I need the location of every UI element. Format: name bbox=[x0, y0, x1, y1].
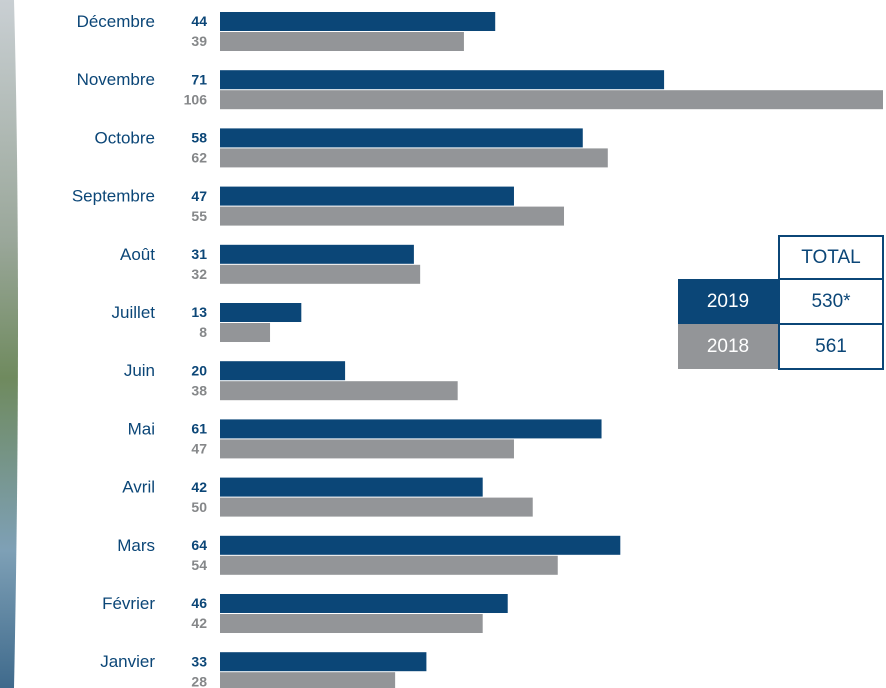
value-label: 8 bbox=[199, 324, 207, 340]
bar bbox=[220, 652, 427, 672]
bar bbox=[220, 439, 514, 459]
totals-table: TOTAL bbox=[778, 235, 884, 280]
table-total-cell bbox=[778, 278, 884, 325]
value-label: 13 bbox=[191, 304, 207, 320]
value-label: 46 bbox=[191, 595, 207, 611]
category-label: Septembre bbox=[72, 187, 155, 206]
category-label: Janvier bbox=[100, 652, 155, 671]
bar bbox=[220, 206, 565, 226]
legend-label: 2019 bbox=[707, 291, 749, 312]
value-label: 33 bbox=[191, 653, 207, 669]
bar bbox=[220, 264, 421, 284]
bar bbox=[220, 303, 302, 322]
category-label: Mars bbox=[117, 536, 155, 555]
value-label: 44 bbox=[191, 13, 207, 29]
category-label: Juin bbox=[124, 361, 155, 380]
bar bbox=[220, 12, 496, 31]
value-label: 47 bbox=[191, 441, 207, 457]
value-label: 58 bbox=[191, 130, 207, 146]
value-label: 62 bbox=[191, 150, 207, 166]
table-series-cell bbox=[678, 279, 779, 324]
value-label: 71 bbox=[191, 71, 207, 87]
table-series-cell bbox=[678, 324, 779, 369]
bar bbox=[220, 128, 583, 148]
category-label: Février bbox=[102, 594, 155, 613]
bar bbox=[220, 614, 483, 633]
table-total-cell bbox=[778, 323, 884, 370]
value-label: 54 bbox=[191, 557, 207, 573]
value-label: 55 bbox=[191, 208, 207, 224]
bar bbox=[220, 381, 458, 401]
bar bbox=[220, 419, 602, 439]
bar bbox=[220, 323, 271, 342]
total-value: 530* bbox=[811, 291, 851, 312]
value-label: 42 bbox=[191, 479, 207, 495]
value-label: 50 bbox=[191, 499, 207, 515]
bar bbox=[220, 594, 508, 613]
bar bbox=[220, 672, 396, 688]
bar bbox=[220, 148, 608, 168]
value-label: 38 bbox=[191, 382, 207, 398]
total-value: 561 bbox=[815, 336, 847, 357]
legend-label: 2018 bbox=[707, 336, 749, 357]
category-label: Avril bbox=[122, 478, 155, 497]
background-photo bbox=[0, 0, 18, 688]
bar bbox=[220, 555, 558, 575]
bar bbox=[220, 70, 665, 90]
bar bbox=[220, 477, 483, 497]
value-label: 106 bbox=[184, 91, 208, 107]
value-label: 32 bbox=[191, 266, 207, 282]
category-label: Mai bbox=[128, 419, 155, 438]
bar bbox=[220, 32, 464, 51]
table-header-cell bbox=[778, 235, 884, 280]
category-label: Novembre bbox=[77, 70, 155, 89]
value-label: 64 bbox=[191, 537, 207, 553]
bar bbox=[220, 497, 533, 517]
bar bbox=[220, 535, 621, 555]
value-label: 47 bbox=[191, 188, 207, 204]
table-header: TOTAL bbox=[801, 247, 860, 268]
category-label: Juillet bbox=[112, 303, 156, 322]
bar bbox=[220, 186, 514, 206]
value-label: 39 bbox=[191, 33, 207, 49]
category-label: Octobre bbox=[95, 128, 155, 147]
bar bbox=[220, 361, 346, 381]
value-label: 20 bbox=[191, 362, 207, 378]
bar bbox=[220, 244, 414, 264]
value-label: 28 bbox=[191, 673, 207, 688]
value-label: 61 bbox=[191, 421, 207, 437]
value-label: 42 bbox=[191, 615, 207, 631]
category-label: Août bbox=[120, 245, 155, 264]
value-label: 31 bbox=[191, 246, 207, 262]
category-label: Décembre bbox=[77, 12, 155, 31]
bar bbox=[220, 90, 883, 110]
